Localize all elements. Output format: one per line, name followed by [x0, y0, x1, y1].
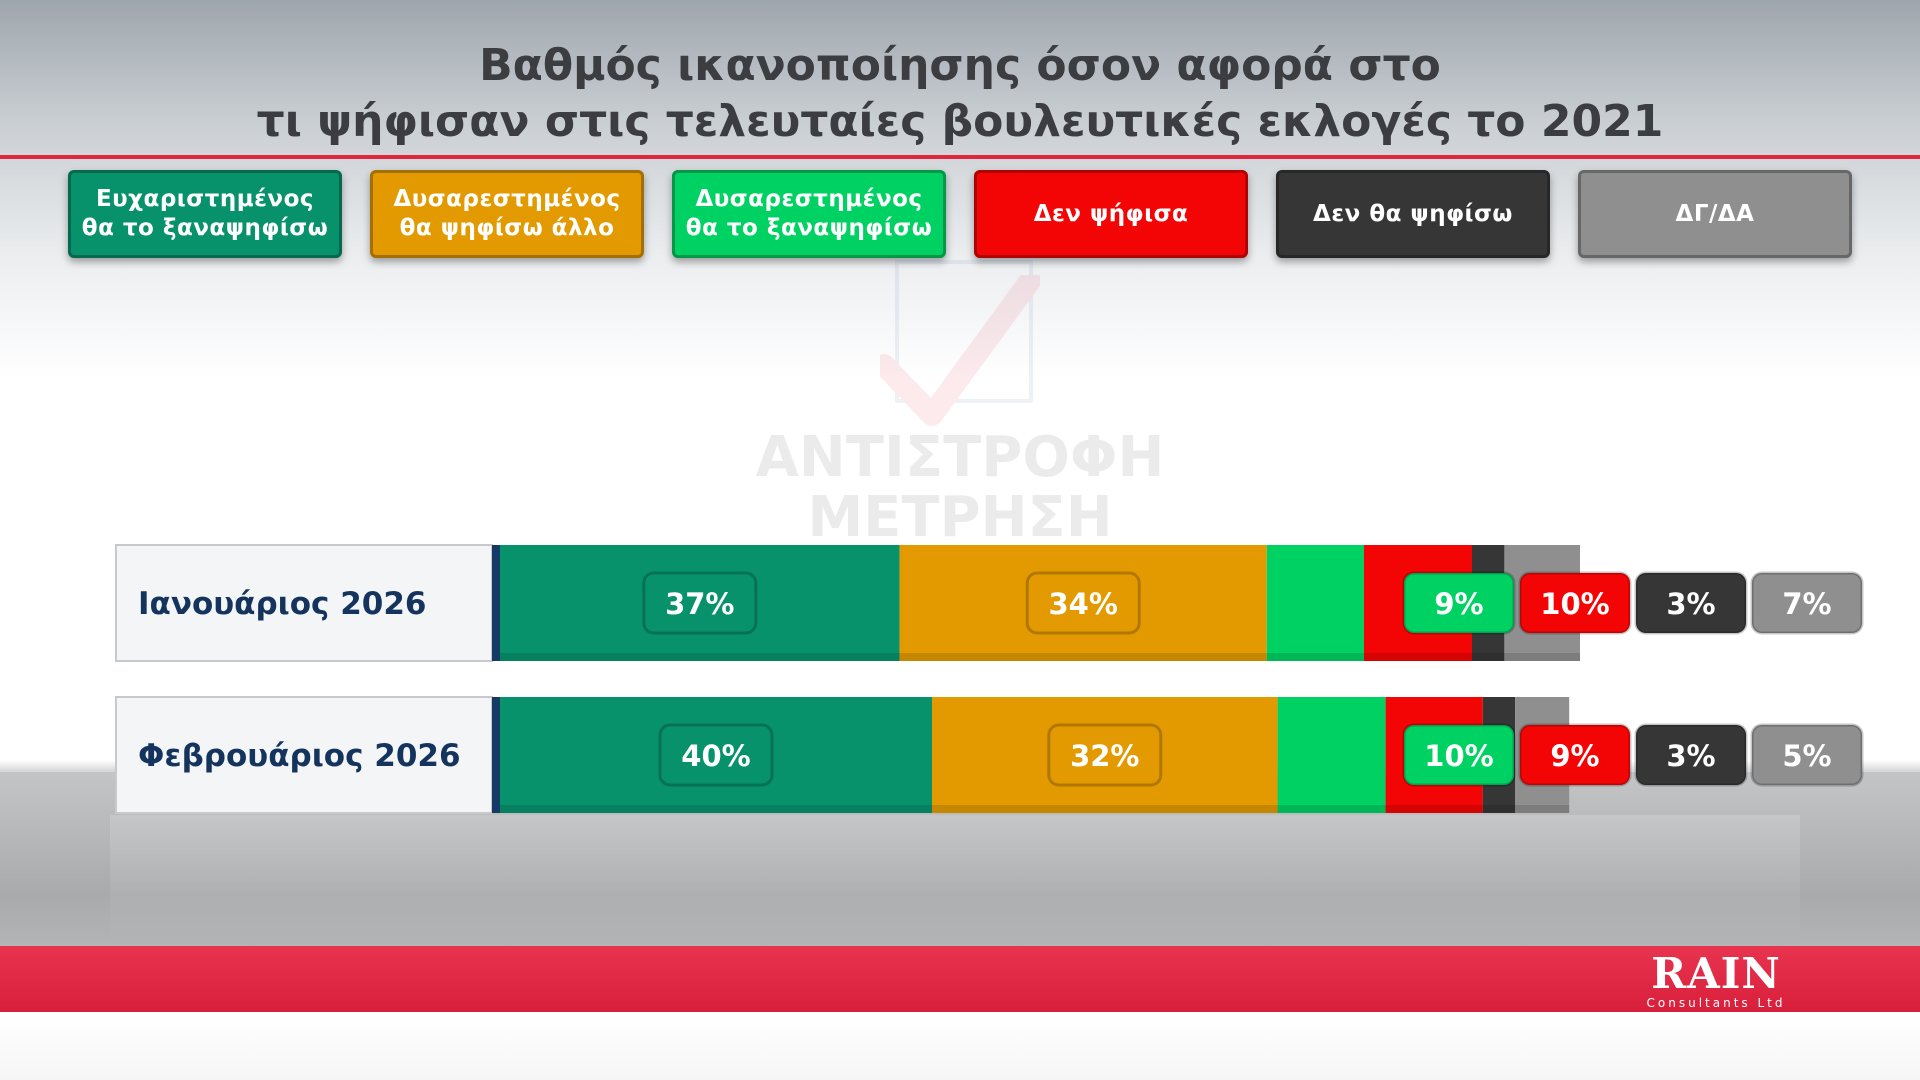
data-label: 9% — [1434, 587, 1483, 621]
data-label: 3% — [1666, 739, 1715, 773]
legend-item-dk-na[interactable]: ΔΓ/ΔΑ — [1578, 170, 1852, 258]
data-label: 7% — [1782, 587, 1831, 621]
legend-label-line: θα ψηφίσω άλλο — [399, 215, 615, 241]
data-label-box — [1047, 723, 1163, 787]
title-divider — [0, 155, 1920, 159]
chart-title-line-2: τι ψήφισαν στις τελευταίες βουλευτικές ε… — [256, 96, 1664, 147]
category-label: Φεβρουάριος 2026 — [138, 738, 461, 774]
logo-sub-text: Consultants Ltd — [1646, 996, 1786, 1010]
data-label-box — [1750, 723, 1864, 787]
data-label-box — [1634, 571, 1748, 635]
data-label: 32% — [1070, 739, 1139, 773]
category-divider — [492, 545, 502, 661]
legend-label-line: θα το ξαναψηφίσω — [685, 215, 933, 241]
chart-title-line-1: Βαθμός ικανοποίησης όσον αφορά στο — [479, 40, 1441, 91]
data-label: 10% — [1540, 587, 1609, 621]
legend-label-line: θα το ξαναψηφίσω — [81, 215, 329, 241]
data-label: 5% — [1782, 739, 1831, 773]
bar-bottom-shade — [500, 805, 1570, 813]
legend-label-line: Δεν θα ψηφίσω — [1313, 200, 1513, 227]
watermark-text-line: ΑΝΤΙΣΤΡΟΦΗ — [755, 425, 1165, 490]
data-label: 40% — [681, 739, 750, 773]
data-label: 10% — [1424, 739, 1493, 773]
data-label: 37% — [665, 587, 734, 621]
watermark-text-line: ΜΕΤΡΗΣΗ — [807, 485, 1113, 550]
watermark-ballot-box — [895, 260, 1033, 403]
data-label-box — [658, 723, 774, 787]
data-label-box — [1518, 571, 1632, 635]
legend-item-will-not-vote[interactable]: Δεν θα ψηφίσω — [1276, 170, 1550, 258]
category-divider — [492, 697, 502, 813]
legend-item-dissatisfied-other[interactable]: Δυσαρεστημένος θα ψηφίσω άλλο — [370, 170, 644, 258]
footer-band — [0, 946, 1920, 1012]
bar-bottom-shade — [500, 653, 1580, 661]
data-label-box — [642, 571, 758, 635]
floor-reflection — [110, 815, 1800, 945]
legend-label-line: Δυσαρεστημένος — [393, 186, 621, 212]
category-card — [115, 696, 493, 814]
logo-main-text: RAIN — [1651, 949, 1781, 998]
legend-item-did-not-vote[interactable]: Δεν ψήφισα — [974, 170, 1248, 258]
data-label: 3% — [1666, 587, 1715, 621]
data-label-box — [1402, 723, 1516, 787]
watermark-logo: ΑΝΤΙΣΤΡΟΦΗ ΜΕΤΡΗΣΗ — [740, 260, 1180, 548]
data-label: 34% — [1048, 587, 1117, 621]
legend-item-dissatisfied-revote[interactable]: Δυσαρεστημένος θα το ξαναψηφίσω — [672, 170, 946, 258]
data-label-box — [1634, 723, 1748, 787]
data-label-box — [1750, 571, 1864, 635]
bar-segment — [1266, 545, 1364, 661]
chart-legend: Ευχαριστημένος θα το ξαναψηφίσω Δυσαρεστη… — [68, 170, 1852, 260]
legend-item-satisfied-revote[interactable]: Ευχαριστημένος θα το ξαναψηφίσω — [68, 170, 342, 258]
legend-label-line: ΔΓ/ΔΑ — [1675, 200, 1755, 227]
category-label: Ιανουάριος 2026 — [138, 586, 427, 622]
bar-segment — [1277, 697, 1386, 813]
data-label-box — [1025, 571, 1141, 635]
checkmark-icon — [880, 275, 1040, 426]
data-label-box — [1402, 571, 1516, 635]
data-label: 9% — [1550, 739, 1599, 773]
legend-label-line: Δεν ψήφισα — [1033, 200, 1189, 227]
rain-logo: RAIN Consultants Ltd — [1636, 949, 1796, 1010]
category-card — [115, 544, 493, 662]
legend-label-line: Ευχαριστημένος — [95, 186, 315, 212]
data-label-box — [1518, 723, 1632, 787]
chart-title: Βαθμός ικανοποίησης όσον αφορά στο τι ψή… — [0, 38, 1920, 150]
legend-label-line: Δυσαρεστημένος — [695, 186, 923, 212]
